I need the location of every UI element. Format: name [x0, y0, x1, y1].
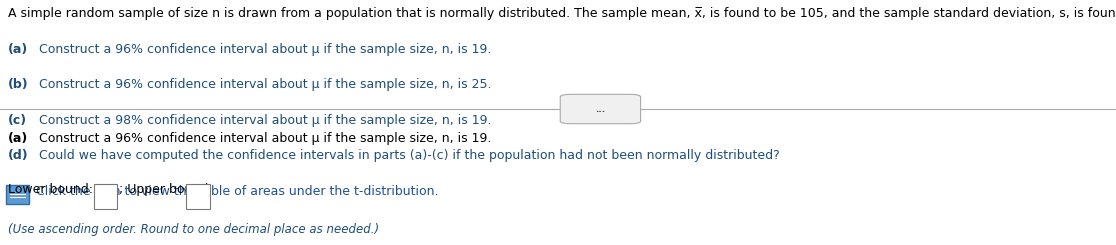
- FancyBboxPatch shape: [186, 184, 210, 209]
- Text: Lower bound:: Lower bound:: [8, 183, 93, 196]
- Text: Construct a 98% confidence interval about μ if the sample size, n, is 19.: Construct a 98% confidence interval abou…: [35, 114, 491, 127]
- Text: ...: ...: [595, 105, 606, 113]
- Text: (a): (a): [8, 132, 28, 145]
- Text: ; Upper bound:: ; Upper bound:: [119, 183, 213, 196]
- Text: (d): (d): [8, 149, 28, 162]
- Text: Could we have computed the confidence intervals in parts (a)-(c) if the populati: Could we have computed the confidence in…: [35, 149, 779, 162]
- Text: (b): (b): [8, 78, 28, 91]
- Text: (Use ascending order. Round to one decimal place as needed.): (Use ascending order. Round to one decim…: [8, 223, 379, 236]
- Text: Construct a 96% confidence interval about μ if the sample size, n, is 19.: Construct a 96% confidence interval abou…: [35, 43, 491, 56]
- FancyBboxPatch shape: [560, 94, 641, 124]
- FancyBboxPatch shape: [6, 185, 29, 204]
- Text: (a): (a): [8, 43, 28, 56]
- Text: (c): (c): [8, 114, 27, 127]
- Text: Construct a 96% confidence interval about μ if the sample size, n, is 19.: Construct a 96% confidence interval abou…: [35, 132, 491, 145]
- Text: Construct a 96% confidence interval about μ if the sample size, n, is 25.: Construct a 96% confidence interval abou…: [35, 78, 491, 91]
- FancyBboxPatch shape: [94, 184, 117, 209]
- Text: Click the icon to view the table of areas under the t-distribution.: Click the icon to view the table of area…: [36, 185, 439, 198]
- Text: A simple random sample of size n is drawn from a population that is normally dis: A simple random sample of size n is draw…: [8, 7, 1116, 20]
